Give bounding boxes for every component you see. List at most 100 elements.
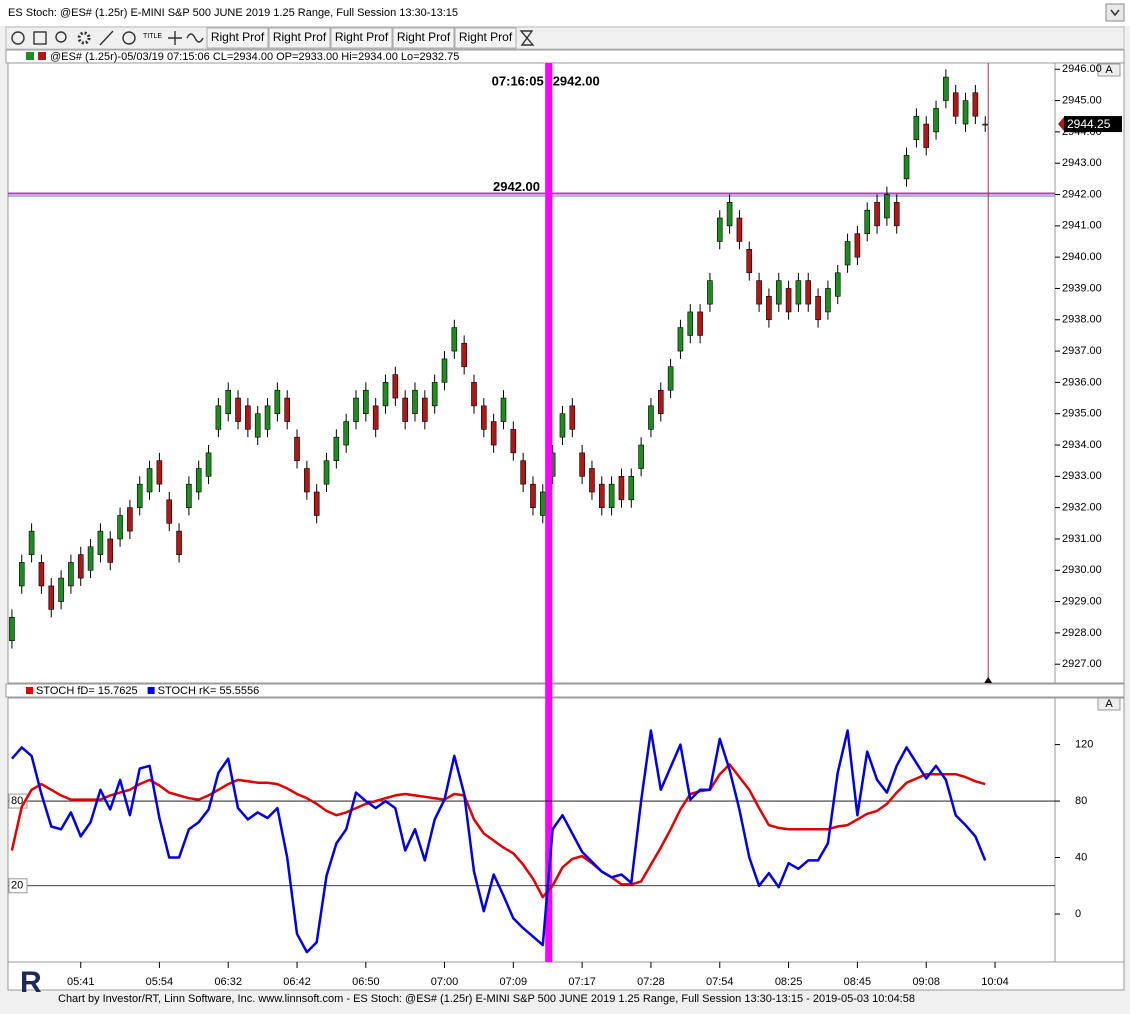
- candle-body: [805, 280, 812, 305]
- candle-body: [127, 507, 133, 532]
- info-icon: [26, 52, 34, 60]
- x-tick-label: 07:54: [706, 976, 734, 988]
- tool-icon[interactable]: [11, 31, 25, 45]
- candle-body: [933, 108, 939, 133]
- candle-body: [746, 249, 753, 274]
- candle-body: [402, 397, 408, 422]
- candle-body: [274, 389, 281, 415]
- x-tick-label: 05:41: [67, 976, 95, 988]
- toolbar-icons: [11, 30, 535, 46]
- y-tick-label: 2934.00: [1062, 439, 1102, 451]
- level-label: 2942.00: [493, 179, 540, 194]
- candle-body: [716, 217, 723, 242]
- candle-body: [923, 123, 930, 148]
- candle-body: [9, 616, 15, 642]
- candle-body: [579, 452, 585, 477]
- toolbar-button-label[interactable]: Right Prof: [273, 30, 327, 44]
- candle-body: [471, 382, 477, 407]
- y-tick-label: 2945.00: [1062, 94, 1102, 106]
- toolbar-buttons: Right Prof Right Prof Right Prof Right Prof…: [206, 27, 517, 49]
- y-tick-label: 2927.00: [1062, 658, 1102, 670]
- tool-icon[interactable]: [99, 30, 114, 46]
- candle-body: [815, 295, 821, 321]
- toolbar-button[interactable]: [206, 27, 269, 49]
- y-tick-label: 2939.00: [1062, 282, 1102, 294]
- candle-body: [943, 76, 949, 101]
- candle-body: [77, 554, 84, 579]
- candle-body: [893, 202, 900, 227]
- tool-icon[interactable]: [168, 31, 182, 45]
- tool-icon[interactable]: [77, 31, 91, 45]
- x-tick-label: 06:42: [283, 976, 311, 988]
- toolbar-button[interactable]: [454, 27, 517, 49]
- level-label: 20: [11, 880, 23, 892]
- candle-body: [146, 468, 153, 493]
- candle-body: [756, 280, 762, 305]
- candle-body: [235, 397, 241, 422]
- tool-title-icon[interactable]: TITLE: [143, 33, 162, 40]
- footer: Chart by Investor/RT, Linn Software, Inc…: [58, 993, 915, 1005]
- candle-body: [707, 280, 713, 305]
- tool-icon[interactable]: [186, 33, 204, 43]
- tool-icon[interactable]: [55, 31, 67, 43]
- candle-body: [353, 397, 359, 422]
- window-button[interactable]: [1105, 3, 1125, 22]
- window-title: ES Stoch: @ES# (1.25r) E-MINI S&P 500 JU…: [8, 7, 458, 19]
- y-tick-label: 2940.00: [1062, 251, 1102, 263]
- candle-body: [313, 491, 320, 516]
- candle-body: [726, 202, 733, 227]
- toolbar-button[interactable]: [392, 27, 455, 49]
- toolbar-button[interactable]: [330, 27, 393, 49]
- panel-button-label[interactable]: A: [1105, 698, 1113, 710]
- y-tick-label: 2937.00: [1062, 345, 1102, 357]
- candle-body: [490, 421, 497, 446]
- time-axis-area: [7, 961, 1125, 991]
- level-label-box: [8, 878, 28, 894]
- legend-swatch: [26, 687, 33, 694]
- candle-body: [657, 389, 664, 415]
- cursor-line: [545, 63, 553, 962]
- y-tick-label: 2929.00: [1062, 595, 1102, 607]
- panel-button[interactable]: [1097, 697, 1121, 711]
- last-price-arrow: [1058, 117, 1064, 132]
- candle-body: [363, 389, 369, 415]
- x-tick-label: 05:54: [146, 976, 174, 988]
- candle-body: [68, 562, 74, 587]
- candle-body: [294, 436, 300, 461]
- legend-label: STOCH fD= 15.7625: [36, 685, 138, 697]
- toolbar-button-label[interactable]: Right Prof: [459, 30, 513, 44]
- stoch-axis-area: [1054, 697, 1125, 963]
- candle-body: [913, 115, 920, 141]
- toolbar-button-label[interactable]: Right Prof: [397, 30, 451, 44]
- y-tick-label: 2930.00: [1062, 564, 1102, 576]
- candle-body: [598, 483, 605, 508]
- candle-body: [97, 530, 104, 555]
- y-tick-label: 2941.00: [1062, 220, 1102, 232]
- toolbar-button-label[interactable]: Right Prof: [335, 30, 389, 44]
- candle-body: [687, 311, 694, 336]
- candle-body: [431, 382, 438, 407]
- candle-body: [343, 421, 349, 446]
- candle-body: [775, 280, 782, 305]
- candle-body: [825, 288, 831, 313]
- candle-body: [333, 436, 340, 461]
- x-tick-label: 07:09: [500, 976, 528, 988]
- y-tick-label: 2931.00: [1062, 533, 1102, 545]
- candle-body: [628, 476, 635, 501]
- panel-button-label[interactable]: A: [1105, 64, 1113, 76]
- toolbar-button[interactable]: [268, 27, 331, 49]
- candle-body: [648, 405, 654, 430]
- candle-body: [795, 280, 802, 305]
- y-tick-label: 2935.00: [1062, 408, 1102, 420]
- tool-icon[interactable]: [519, 30, 535, 46]
- candle-body: [422, 397, 428, 422]
- toolbar-button-label[interactable]: Right Prof: [211, 30, 265, 44]
- tool-icon[interactable]: [122, 31, 136, 45]
- candle-body: [864, 209, 871, 234]
- stoch-plot-area: [7, 697, 1056, 963]
- candle-body: [500, 397, 507, 422]
- panel-button[interactable]: [1097, 63, 1121, 77]
- tool-icon[interactable]: [33, 31, 47, 45]
- candle-body: [176, 530, 182, 555]
- logo: R: [20, 966, 42, 999]
